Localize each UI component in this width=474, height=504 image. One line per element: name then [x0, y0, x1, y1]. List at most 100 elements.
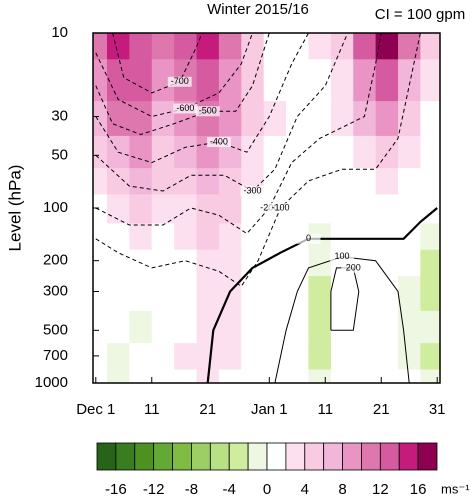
contour-label-bg — [240, 186, 265, 197]
heat-cell — [286, 168, 309, 195]
heat-cell — [375, 33, 399, 60]
heat-cell — [263, 59, 287, 102]
heat-cell — [420, 310, 440, 344]
heat-cell — [263, 101, 287, 137]
heat-cell — [263, 135, 287, 169]
heat-cell — [129, 369, 153, 383]
colorbar-box — [361, 442, 381, 471]
contour-label: 100 — [335, 251, 350, 261]
heat-cell — [151, 33, 175, 60]
heat-cell — [241, 223, 265, 251]
y-tick-label: 100 — [43, 199, 68, 216]
heat-cell — [151, 135, 175, 169]
heat-cell — [420, 59, 440, 102]
heat-cell — [106, 168, 130, 195]
colorbar-box — [285, 442, 306, 471]
colorbar-box — [266, 442, 287, 471]
heat-cell — [308, 343, 332, 370]
heat-cell — [420, 101, 440, 137]
heat-cell — [93, 223, 108, 251]
y-tick-label: 200 — [43, 252, 68, 269]
colorbar-box — [153, 442, 173, 471]
heat-cell — [106, 194, 130, 224]
heat-cell — [174, 135, 198, 169]
colorbar-tick-label: 8 — [338, 481, 346, 498]
heat-cell — [151, 343, 175, 370]
chart-subtitle: CI = 100 gpm — [375, 6, 465, 23]
heat-cell — [93, 194, 108, 224]
heat-cell — [420, 249, 440, 277]
colorbar-box — [417, 442, 438, 471]
heat-cell — [129, 168, 153, 195]
heat-cell — [286, 343, 309, 370]
heat-cell — [218, 223, 242, 251]
heat-cell — [241, 135, 265, 169]
heat-cell — [218, 33, 242, 60]
heat-cell — [106, 310, 130, 344]
heat-cell — [263, 276, 287, 312]
heat-cell — [129, 310, 153, 344]
contour-label: -700 — [171, 76, 189, 86]
heat-cell — [174, 223, 198, 251]
heat-cell — [398, 343, 421, 370]
heat-cell — [196, 310, 220, 344]
heat-cell — [263, 168, 287, 195]
heat-cell — [308, 369, 332, 383]
heat-cell — [106, 101, 130, 137]
heat-cell — [398, 59, 421, 102]
heat-cell — [241, 276, 265, 312]
heat-cell — [241, 194, 265, 224]
y-tick-label: 500 — [43, 321, 68, 338]
heat-cell — [375, 59, 399, 102]
heat-cell — [263, 249, 287, 277]
colorbar-box — [247, 442, 268, 471]
contour-label: -400 — [210, 136, 228, 146]
heat-cell — [174, 194, 198, 224]
heat-cell — [263, 33, 287, 60]
heat-cell — [129, 194, 153, 224]
heat-cell — [375, 249, 399, 277]
heat-cell — [174, 310, 198, 344]
y-tick-label: 700 — [43, 347, 68, 364]
contour-line — [95, 33, 349, 192]
heat-cell — [174, 168, 198, 195]
heat-cell — [93, 135, 108, 169]
heat-cell — [241, 310, 265, 344]
heat-cell — [330, 168, 354, 195]
heat-cell — [218, 194, 242, 224]
heat-cell — [398, 223, 421, 251]
colorbar-box — [96, 442, 117, 471]
colorbar-unit: ms⁻¹ — [441, 481, 470, 496]
contour-label-bg — [206, 137, 231, 148]
colorbar-box — [115, 442, 136, 471]
heat-cell — [420, 276, 440, 312]
contour-label: 0 — [306, 233, 311, 243]
heat-cell — [375, 310, 399, 344]
heat-cell — [196, 343, 220, 370]
heat-cell — [420, 343, 440, 370]
heat-cell — [151, 223, 175, 251]
heat-cell — [106, 276, 130, 312]
heat-cell — [218, 168, 242, 195]
heat-cell — [241, 369, 265, 383]
heat-cell — [398, 135, 421, 169]
heat-cell — [308, 135, 332, 169]
heat-cell — [151, 310, 175, 344]
colorbar-tick-label: -4 — [223, 481, 236, 498]
heat-cell — [93, 59, 108, 102]
x-tick-label: 31 — [429, 401, 446, 418]
heat-cell — [106, 223, 130, 251]
heat-cell — [129, 343, 153, 370]
heat-cell — [398, 33, 421, 60]
heat-cell — [174, 33, 198, 60]
heat-cell — [308, 168, 332, 195]
heat-cell — [106, 343, 130, 370]
colorbar-box — [228, 442, 249, 471]
colorbar-box — [323, 442, 343, 471]
colorbar-box — [379, 442, 400, 471]
heat-cell — [93, 249, 108, 277]
heat-cell — [330, 101, 354, 137]
heat-cell — [353, 135, 377, 169]
contour-label-bg — [173, 103, 198, 114]
